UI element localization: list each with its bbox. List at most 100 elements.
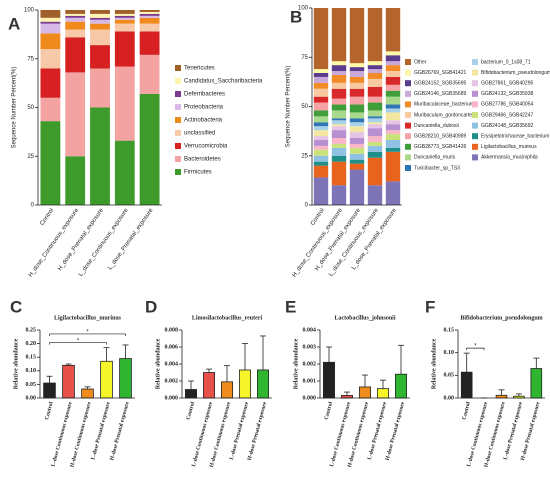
bar-segment [349, 138, 365, 144]
bar-segment [331, 161, 347, 186]
bar-segment [114, 10, 135, 14]
bar-segment [65, 15, 86, 18]
panel-letter: B [290, 7, 302, 26]
bar-segment [40, 33, 61, 49]
bar-segment [65, 21, 86, 30]
bar-segment [385, 96, 401, 105]
bar-segment [40, 21, 61, 24]
legend-label: Erysipelotrichaceae_bacterium [481, 134, 549, 140]
x-tick-label: H_dose_Prenatal_exposure [57, 207, 105, 272]
bar [185, 389, 197, 399]
bar [495, 394, 508, 399]
x-tick-label: Control [44, 401, 55, 421]
bar-segment [367, 96, 383, 103]
bar-segment [367, 73, 383, 79]
bar-segment [385, 55, 401, 62]
bar-segment [367, 118, 383, 123]
bar-segment [385, 90, 401, 97]
bar-segment [139, 31, 160, 55]
bar [323, 361, 335, 399]
x-tick-label: Control [324, 401, 335, 421]
bar-segment [385, 61, 401, 66]
significance-bracket [466, 347, 485, 351]
y-tick-label: 0.20 [26, 341, 37, 347]
y-tick-label: 75 [301, 55, 308, 61]
bar-segment [114, 31, 135, 67]
y-tick-label: 0.004 [303, 327, 317, 333]
bar-segment [385, 134, 401, 140]
bar-segment [349, 96, 365, 105]
legend-swatch [405, 143, 411, 150]
bar-segment [40, 23, 61, 34]
bar-segment [139, 11, 160, 14]
bar-segment [349, 122, 365, 127]
bar-segment [313, 139, 329, 146]
bar-segment [90, 29, 110, 46]
legend-swatch [472, 133, 478, 140]
bar-segment [90, 10, 110, 14]
bar-segment [114, 23, 135, 32]
y-tick-label: 25 [27, 154, 34, 160]
legend-swatch [175, 104, 181, 110]
bar-segment [367, 128, 383, 137]
legend-swatch [405, 165, 411, 171]
y-tick-label: 25 [301, 153, 308, 159]
bar-segment [65, 156, 86, 205]
legend-swatch [472, 80, 478, 87]
bar-segment [313, 76, 329, 83]
bar-segment [65, 37, 86, 73]
bar-segment [385, 147, 401, 152]
bar-segment [349, 163, 365, 170]
bar-segment [313, 8, 329, 70]
legend-swatch [175, 65, 181, 71]
bar-segment [349, 147, 365, 154]
legend-label: GGB28773_SGB41426 [414, 144, 466, 150]
legend-label: Proteobacteria [184, 105, 224, 111]
legend-label: GGB26769_SGB41421 [414, 70, 466, 76]
legend-label: Verrucomicrobia [184, 144, 228, 150]
y-tick-label: 0.00 [444, 395, 455, 401]
panel-letter: E [285, 297, 296, 316]
bar-segment [331, 126, 347, 131]
bar-segment [331, 82, 347, 89]
bar-segment [139, 23, 160, 32]
bar-segment [313, 122, 329, 127]
legend-swatch [405, 154, 411, 161]
bar-segment [349, 143, 365, 148]
legend-label: Turicibacter_sp_TS3 [414, 165, 460, 171]
bar [530, 368, 543, 399]
bar [62, 364, 75, 399]
legend-swatch [405, 69, 411, 76]
bar-segment [385, 130, 401, 135]
bar-segment [385, 139, 401, 148]
y-tick-label: 0.000 [165, 395, 179, 401]
y-tick-label: 0.002 [165, 378, 179, 384]
bar-segment [349, 169, 365, 205]
y-tick-label: 50 [27, 105, 34, 111]
legend-swatch [175, 91, 181, 97]
bar-segment [313, 82, 329, 89]
bar-segment [367, 8, 383, 62]
legend-swatch [175, 130, 181, 136]
bar-segment [367, 65, 383, 70]
bar-segment [139, 54, 160, 94]
legend-swatch [472, 143, 478, 150]
panel-letter: A [8, 14, 20, 33]
y-tick-label: 0.003 [303, 344, 317, 350]
bar-segment [349, 63, 365, 68]
legend-label: bacterium_0_1s08_71 [481, 59, 531, 65]
chart-title: Lactobacillus_johnsonii [334, 315, 395, 321]
y-axis-label: Sequence Number Percent(%) [12, 67, 18, 149]
chart-title: Bifidobacterium_pseudolongum [460, 315, 542, 321]
bar-segment [313, 161, 329, 166]
panel-letter: F [425, 297, 435, 316]
bar-segment [385, 181, 401, 205]
bar-segment [367, 151, 383, 158]
bar [221, 381, 233, 399]
bar-segment [313, 130, 329, 137]
bar-segment [385, 124, 401, 131]
bar-segment [313, 149, 329, 156]
bar-segment [65, 29, 86, 38]
bar-segment [331, 71, 347, 75]
bar-segment [349, 8, 365, 64]
